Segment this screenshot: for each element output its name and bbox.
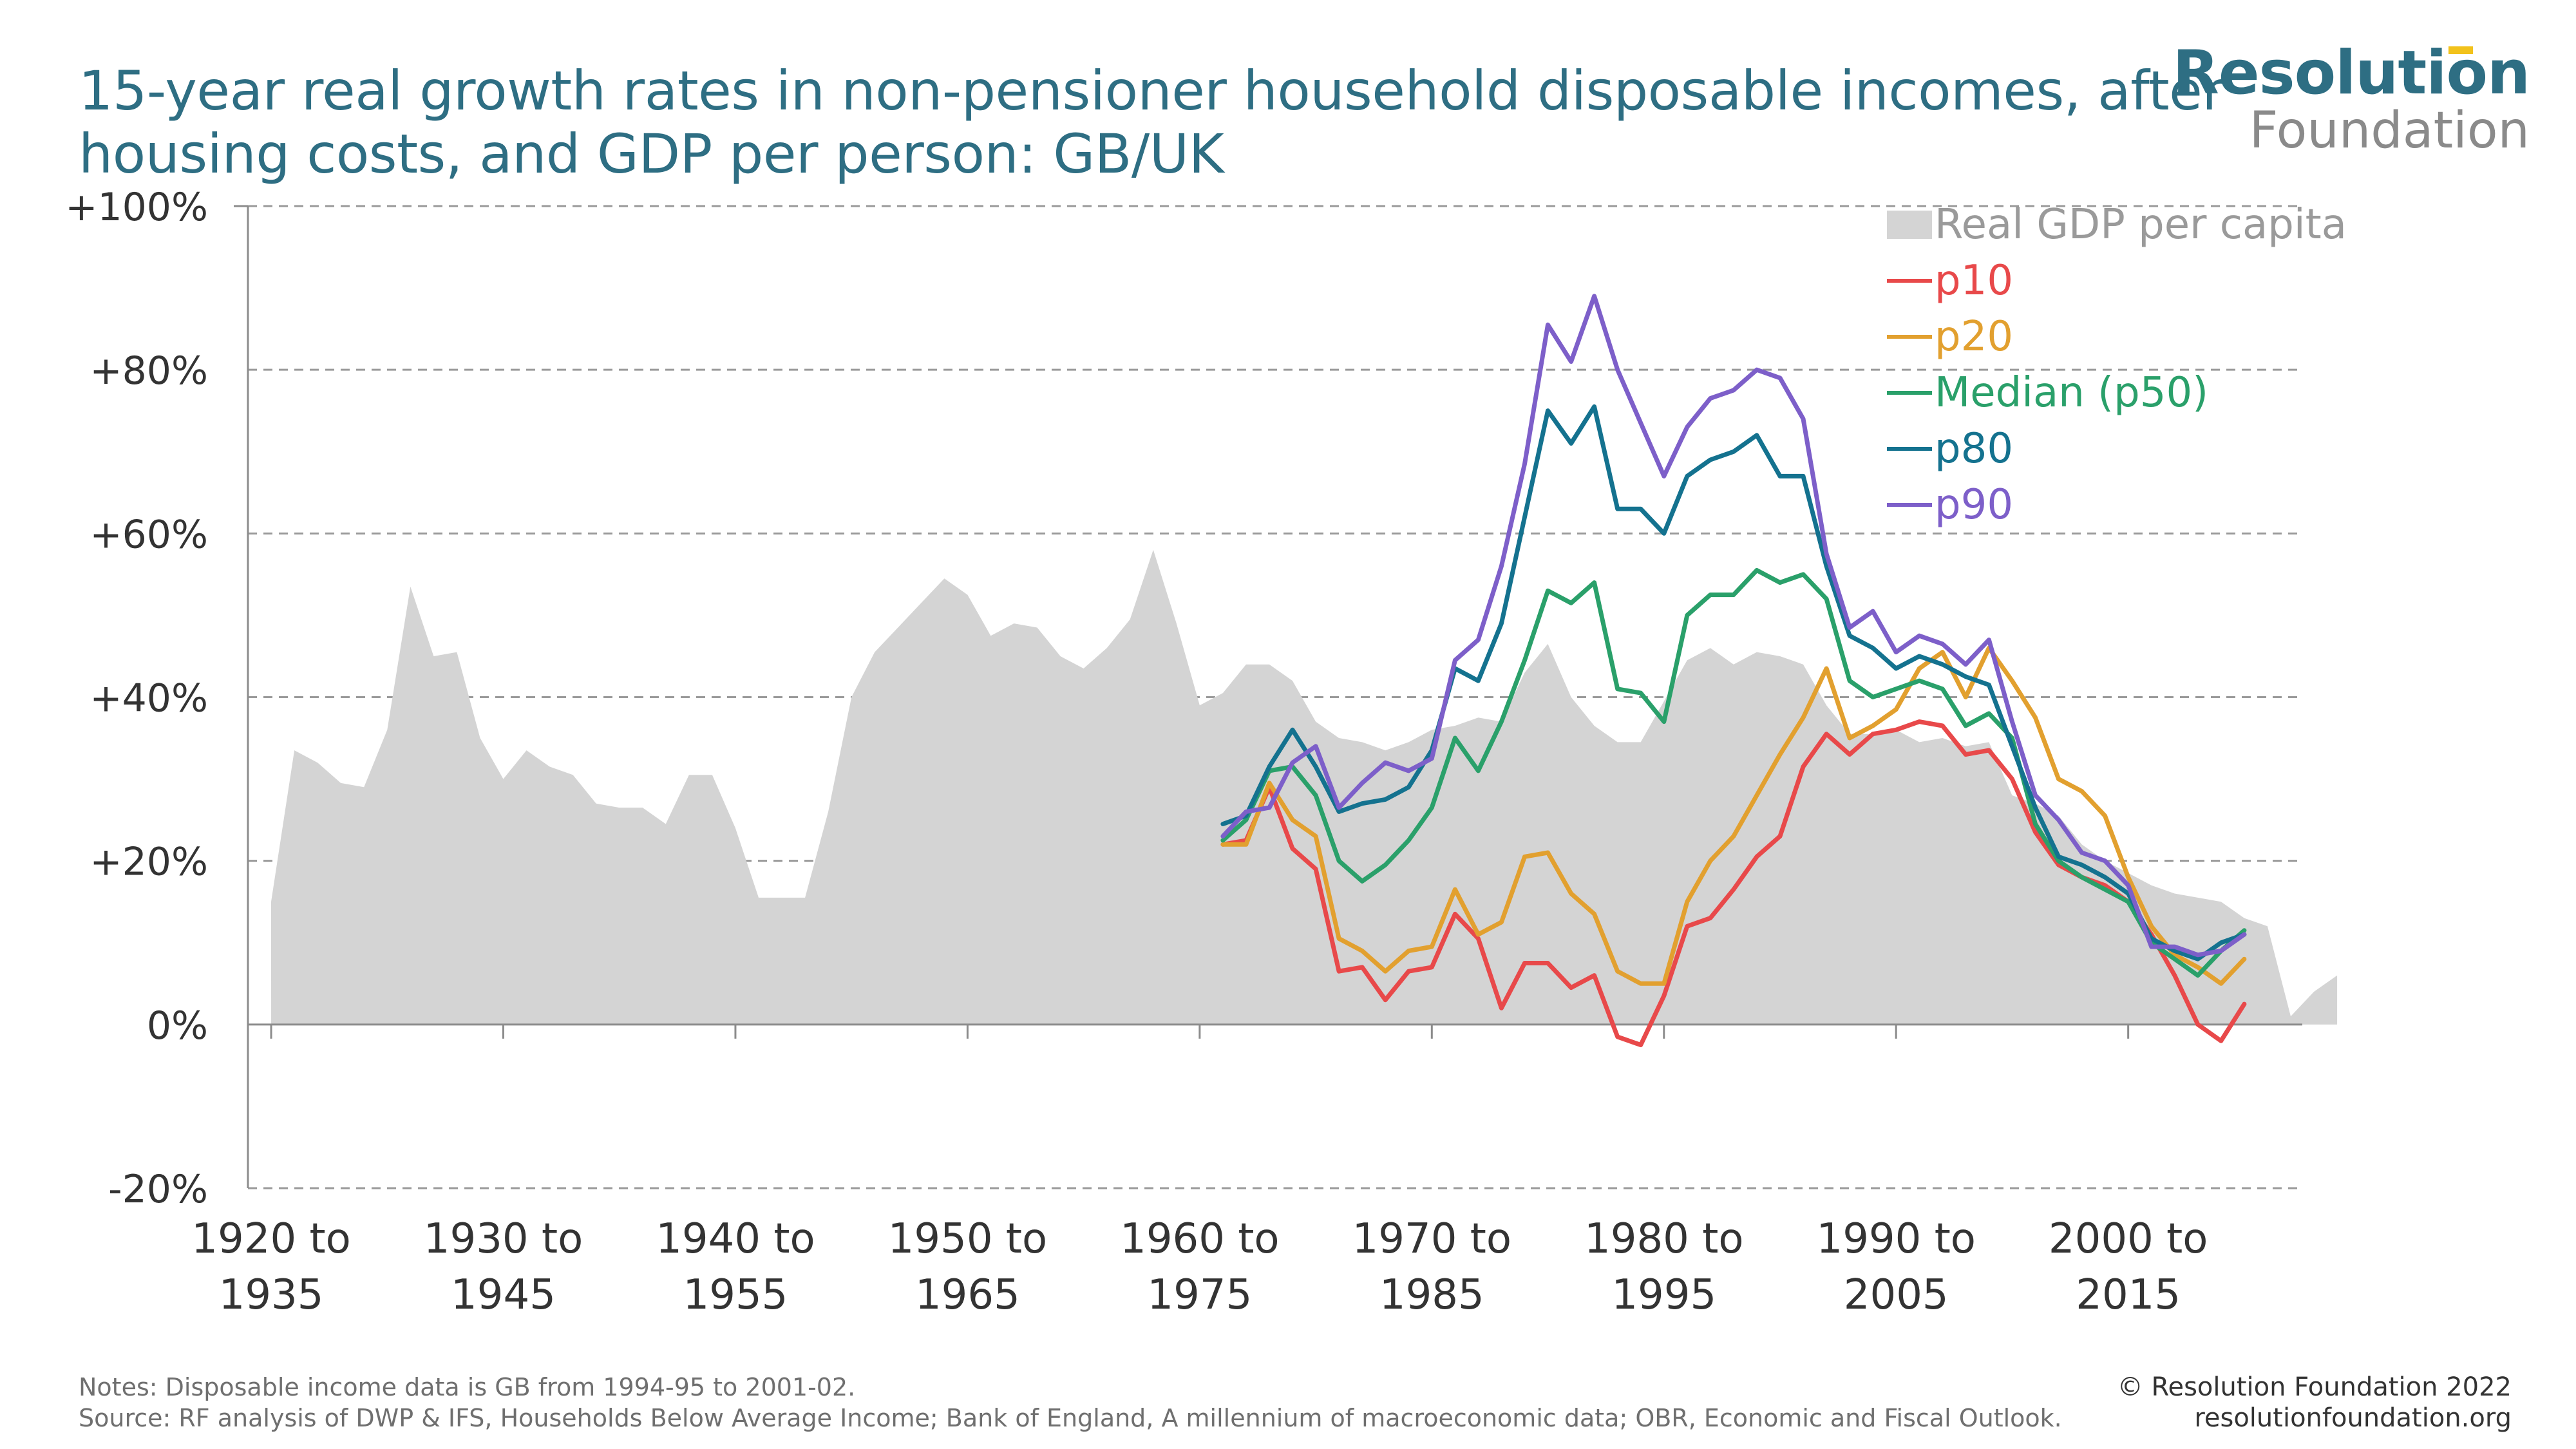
y-tick-label: +100% — [65, 185, 208, 230]
website-text: resolutionfoundation.org — [2194, 1403, 2512, 1433]
x-tick-label-line1: 1970 to — [1352, 1215, 1511, 1263]
copyright-text: © Resolution Foundation 2022 — [2117, 1372, 2512, 1402]
series-line-median-p50- — [1220, 568, 2247, 978]
x-tick-label-line1: 1980 to — [1584, 1215, 1743, 1263]
axes: +100% +80% +60% +40% +20% 0% -20%1920 to 1935 19… — [65, 185, 2302, 1319]
y-tick-label: +80% — [90, 348, 208, 393]
legend-swatch-gdp — [1887, 211, 1932, 239]
notes-text: Notes: Disposable income data is GB from… — [79, 1373, 856, 1401]
chart-title: 15-year real growth rates in non-pension… — [79, 59, 2224, 185]
gdp-area-layer — [271, 549, 2338, 1025]
chart-legend: Real GDP per capita p10 p20 Median (p50) p80… — [1887, 201, 2347, 529]
series-line-p20 — [1220, 645, 2247, 986]
legend-label: p20 — [1935, 313, 2013, 361]
y-tick-label: +20% — [90, 840, 208, 885]
legend-label: p80 — [1935, 425, 2013, 473]
credit-block: © Resolution Foundation 2022 resolutionf… — [2117, 1372, 2512, 1434]
legend-label-gdp: Real GDP per capita — [1935, 201, 2347, 249]
x-tick-label-line2: 2015 — [2076, 1271, 2181, 1319]
x-tick-label-line2: 1995 — [1611, 1271, 1716, 1319]
legend-label: p90 — [1935, 481, 2013, 529]
series-line-p80 — [1220, 404, 2247, 961]
series-line-p90 — [1220, 294, 2247, 958]
x-tick-label-line1: 1990 to — [1816, 1215, 1975, 1263]
legend-label: p10 — [1935, 257, 2013, 305]
logo-sub-text: Foundation — [2249, 102, 2530, 160]
x-tick-label-line1: 1960 to — [1120, 1215, 1279, 1263]
x-tick-label-line2: 1945 — [451, 1271, 556, 1319]
legend-label: Median (p50) — [1935, 369, 2208, 417]
y-tick-label: +60% — [90, 512, 208, 557]
source-text: Source: RF analysis of DWP & IFS, Househ… — [79, 1404, 2062, 1432]
chart-notes: Notes: Disposable income data is GB from… — [79, 1372, 2062, 1434]
y-tick-label: 0% — [147, 1003, 208, 1048]
x-tick-label-line1: 1940 to — [656, 1215, 815, 1263]
series-lines — [1220, 294, 2247, 1048]
gdp-area — [271, 549, 2338, 1025]
x-tick-label-line1: 1920 to — [191, 1215, 350, 1263]
x-tick-label-line2: 1975 — [1147, 1271, 1252, 1319]
x-tick-label-line1: 1950 to — [888, 1215, 1047, 1263]
y-tick-label: -20% — [108, 1167, 208, 1212]
x-tick-label-line2: 2005 — [1844, 1271, 1949, 1319]
y-tick-label: +40% — [90, 676, 208, 721]
logo-accent-mark — [2448, 46, 2473, 54]
x-tick-label-line1: 1930 to — [424, 1215, 583, 1263]
x-tick-label-line2: 1985 — [1379, 1271, 1484, 1319]
x-tick-label-line2: 1935 — [219, 1271, 324, 1319]
x-tick-label-line2: 1955 — [683, 1271, 788, 1319]
x-tick-label-line2: 1965 — [915, 1271, 1020, 1319]
resolution-foundation-logo: Resolution Foundation — [2173, 43, 2530, 160]
x-tick-label-line1: 2000 to — [2049, 1215, 2208, 1263]
